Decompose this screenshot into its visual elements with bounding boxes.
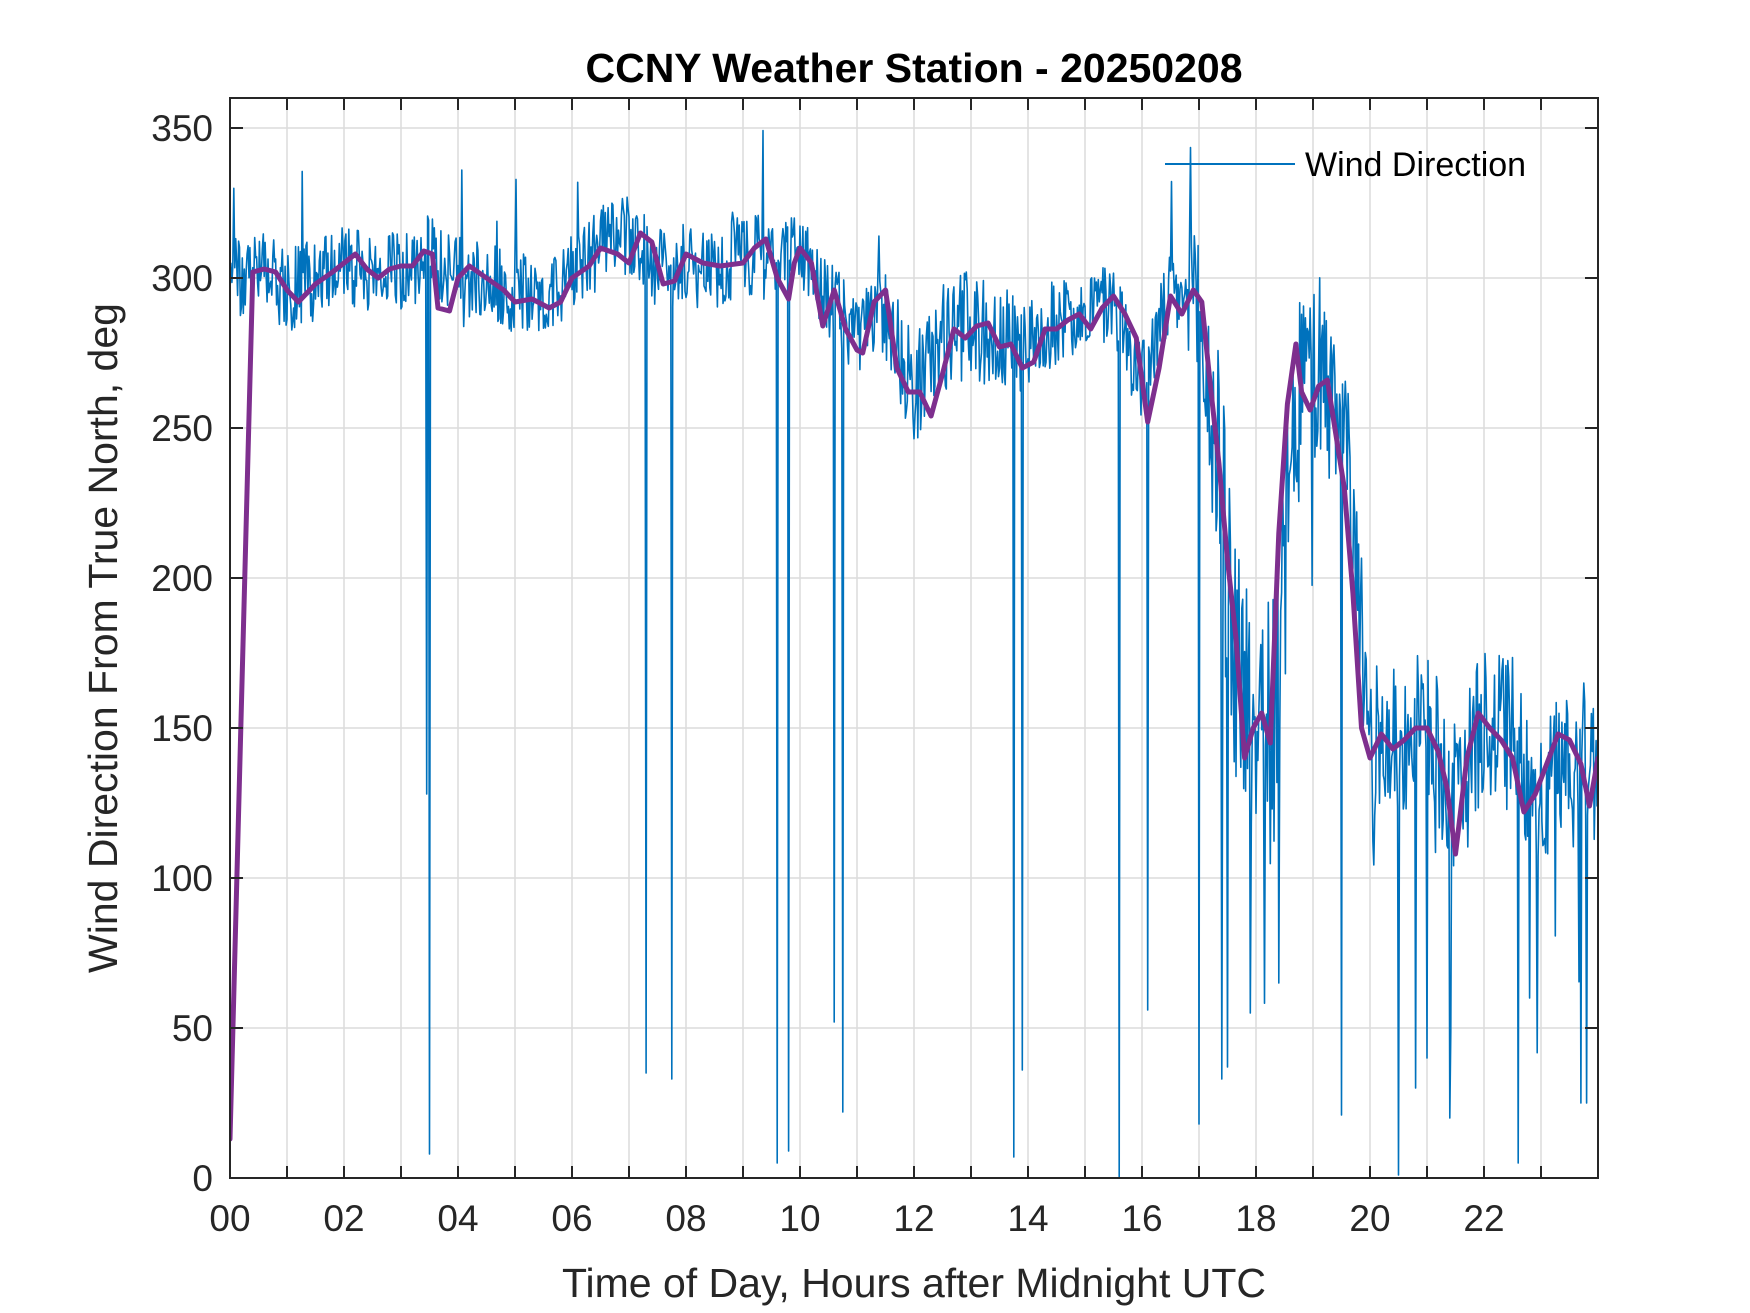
x-tick-label: 14 <box>1007 1198 1048 1239</box>
x-axis-label: Time of Day, Hours after Midnight UTC <box>562 1260 1266 1306</box>
x-tick-label: 20 <box>1349 1198 1390 1239</box>
grid-lines <box>230 98 1598 1178</box>
legend-label-wind-direction: Wind Direction <box>1305 146 1526 184</box>
legend: Wind Direction <box>1165 146 1526 184</box>
x-tick-label: 10 <box>779 1198 820 1239</box>
y-tick-label: 250 <box>151 408 213 449</box>
y-axis-label: Wind Direction From True North, deg <box>80 303 126 973</box>
y-tick-labels: 0 50 100 150 200 250 300 350 <box>151 108 213 1199</box>
data-series <box>230 129 1598 1178</box>
x-tick-label: 22 <box>1463 1198 1504 1239</box>
y-tick-label: 200 <box>151 558 213 599</box>
y-tick-label: 350 <box>151 108 213 149</box>
x-tick-label: 06 <box>551 1198 592 1239</box>
x-tick-label: 16 <box>1121 1198 1162 1239</box>
series-wind-direction-line <box>230 129 1598 1178</box>
y-tick-label: 0 <box>192 1158 213 1199</box>
x-tick-label: 12 <box>893 1198 934 1239</box>
y-tick-label: 50 <box>172 1008 213 1049</box>
x-tick-label: 02 <box>323 1198 364 1239</box>
x-tick-labels: 00 02 04 06 08 10 12 14 16 18 20 22 <box>209 1198 1504 1239</box>
y-tick-label: 100 <box>151 858 213 899</box>
y-tick-label: 150 <box>151 708 213 749</box>
x-tick-label: 04 <box>437 1198 478 1239</box>
x-tick-label: 08 <box>665 1198 706 1239</box>
series-smoothed-line <box>230 230 1598 1142</box>
x-tick-label: 00 <box>209 1198 250 1239</box>
x-tick-label: 18 <box>1235 1198 1276 1239</box>
chart-title: CCNY Weather Station - 20250208 <box>585 45 1242 91</box>
axis-ticks <box>229 98 1598 1179</box>
y-tick-label: 300 <box>151 258 213 299</box>
